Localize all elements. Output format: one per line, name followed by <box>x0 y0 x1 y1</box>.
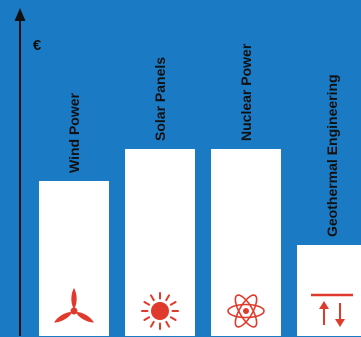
bar-geothermal-engineering <box>297 245 361 336</box>
sun-icon <box>141 292 179 330</box>
wind-turbine-icon <box>54 288 94 323</box>
bars <box>39 149 361 336</box>
y-axis-label: € <box>33 37 42 54</box>
icons <box>54 288 353 330</box>
category-label-solar-panels: Solar Panels <box>152 57 168 141</box>
category-label-wind-power: Wind Power <box>66 92 82 173</box>
bar-nuclear-power <box>211 149 281 336</box>
category-labels: Wind Power Solar Panels Nuclear Power Geoth… <box>66 43 340 237</box>
geothermal-icon <box>311 293 353 327</box>
y-axis-arrow <box>14 8 26 21</box>
atom-icon <box>227 294 265 328</box>
category-label-geothermal-engineering: Geothermal Engineering <box>324 74 340 237</box>
category-label-nuclear-power: Nuclear Power <box>238 43 254 141</box>
